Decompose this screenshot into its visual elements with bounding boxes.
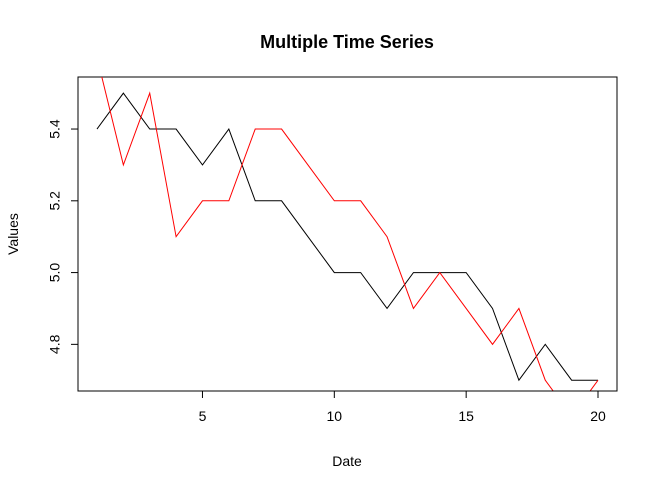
- y-axis-tick-label: 4.8: [47, 334, 63, 354]
- series-line-red: [101, 77, 599, 391]
- y-axis-tick-label: 5.2: [47, 191, 63, 211]
- x-axis-tick-label: 5: [199, 408, 207, 424]
- chart-title: Multiple Time Series: [260, 32, 434, 52]
- series-layer: [96, 77, 599, 391]
- y-axis-tick-label: 5.0: [47, 263, 63, 283]
- series-line-black: [96, 92, 599, 382]
- plot-frame: [77, 76, 618, 392]
- x-axis-tick-label: 10: [327, 408, 343, 424]
- x-axis-label: Date: [332, 453, 362, 469]
- y-axis: 4.8 5.0 5.2 5.4: [47, 119, 79, 354]
- y-axis-tick-label: 5.4: [47, 119, 63, 139]
- x-axis-tick-label: 15: [458, 408, 474, 424]
- x-axis-tick-label: 20: [590, 408, 606, 424]
- x-axis: 5 10 15 20: [199, 390, 606, 424]
- y-axis-label: Values: [5, 213, 21, 255]
